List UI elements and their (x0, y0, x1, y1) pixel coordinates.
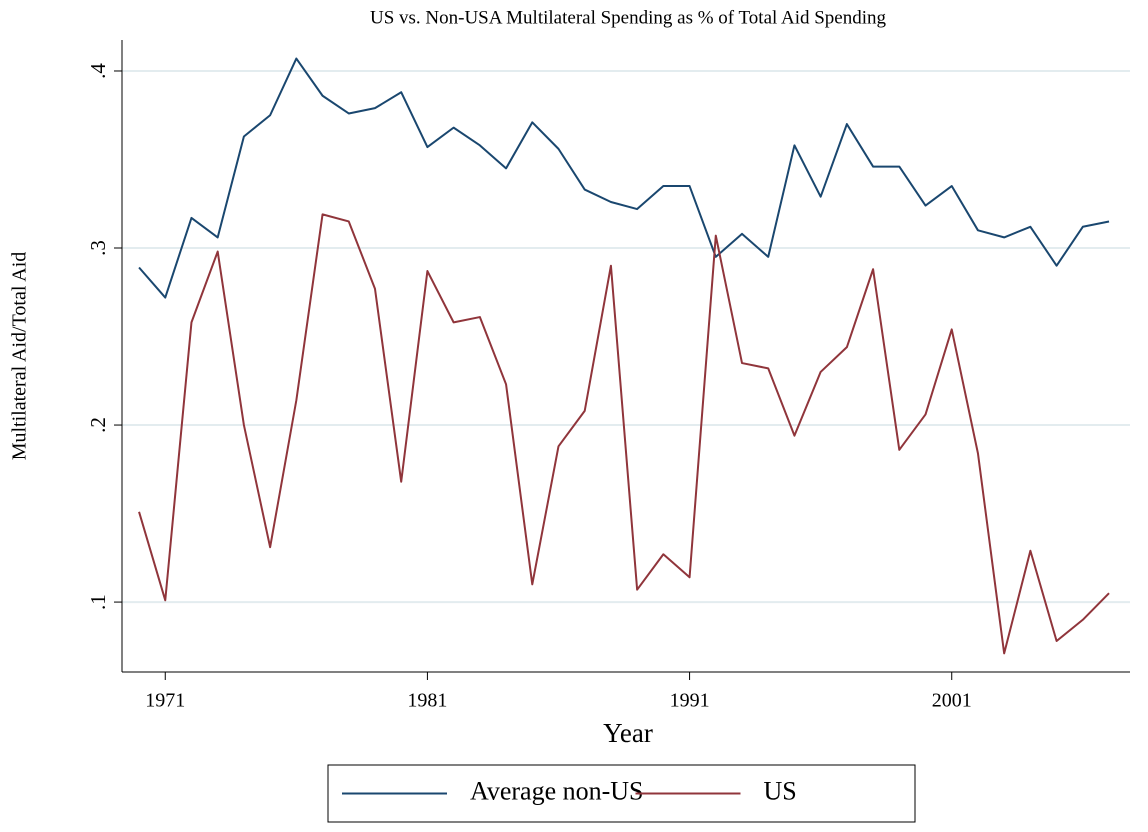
x-tick-label: 1981 (407, 690, 447, 712)
x-axis-label: Year (603, 718, 653, 748)
x-tick-label: 1971 (145, 690, 185, 712)
series-line (138, 57, 1110, 299)
y-tick-label: .2 (86, 417, 110, 433)
y-axis-label: Multilateral Aid/Total Aid (9, 252, 31, 461)
y-tick-label: .3 (86, 240, 110, 256)
legend-label: US (764, 776, 797, 805)
series-line (138, 213, 1110, 655)
chart-title: US vs. Non-USA Multilateral Spending as … (370, 7, 887, 28)
plot-area (122, 40, 1130, 672)
x-tick-label: 1991 (670, 690, 710, 712)
y-tick-label: .4 (86, 63, 110, 79)
y-tick-label: .1 (86, 594, 110, 610)
x-tick-label: 2001 (932, 690, 972, 712)
legend-label: Average non-US (470, 776, 644, 805)
